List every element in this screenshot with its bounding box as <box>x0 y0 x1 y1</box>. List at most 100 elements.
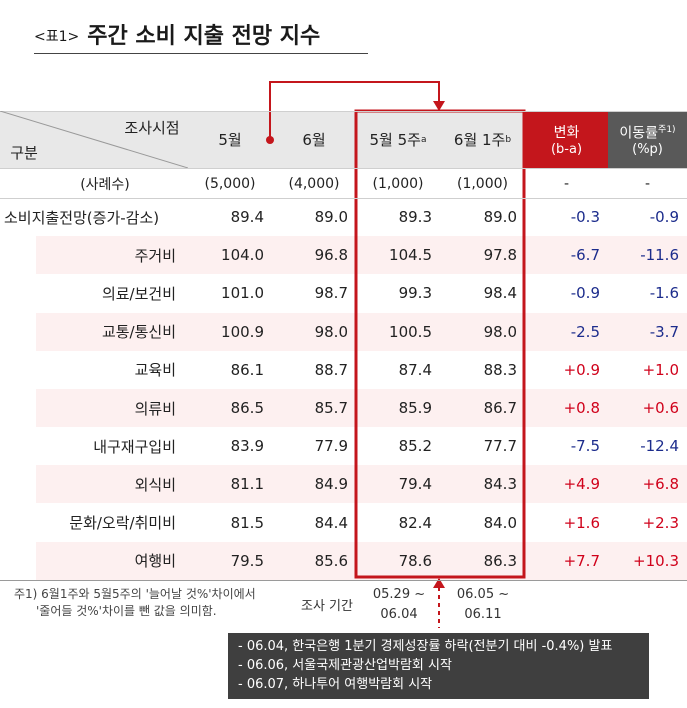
corner-category: 구분 <box>10 143 38 162</box>
row-divider <box>0 168 687 169</box>
value-cell: 79.5 <box>230 551 264 570</box>
row-label: 소비지출전망(증가-감소) <box>4 208 160 227</box>
table-title-text: 주간 소비 지출 전망 지수 <box>87 24 321 49</box>
value-cell: 84.9 <box>314 475 348 494</box>
value-cell: 97.8 <box>483 246 517 265</box>
col-header-moving-rate: 이동률주1) (%p) <box>608 111 687 168</box>
value-cell: 96.8 <box>314 246 348 265</box>
row-divider <box>0 111 687 112</box>
value-cell: 104.0 <box>221 246 264 265</box>
value-cell: 89.0 <box>314 208 348 227</box>
moving-rate-cell: -0.9 <box>649 208 679 227</box>
value-cell: 89.4 <box>230 208 264 227</box>
value-cell: 85.9 <box>398 399 432 418</box>
corner-diagonal <box>0 111 188 168</box>
value-cell: 85.6 <box>314 551 348 570</box>
value-cell: 86.7 <box>483 399 517 418</box>
value-cell: 77.9 <box>314 437 348 456</box>
row-label: 교육비 <box>134 361 176 380</box>
value-cell: 86.1 <box>230 360 264 379</box>
value-cell: 101.0 <box>221 284 264 303</box>
row-label: 외식비 <box>134 475 176 494</box>
change-cell: -2.5 <box>570 322 600 341</box>
connector-arrowhead <box>433 101 445 111</box>
value-cell: 79.4 <box>398 475 432 494</box>
event-item: - 06.04, 한국은행 1분기 경제성장률 하락(전분기 대비 -0.4%)… <box>238 639 613 654</box>
event-item: - 06.07, 하나투어 여행박람회 시작 <box>238 677 433 692</box>
value-cell: 98.4 <box>483 284 517 303</box>
sample-cell: (5,000) <box>204 176 256 192</box>
value-cell: 77.7 <box>483 437 517 456</box>
survey-period-label: 조사 기간 <box>301 599 353 614</box>
value-cell: 89.0 <box>483 208 517 227</box>
row-label: 여행비 <box>134 552 176 571</box>
value-cell: 84.4 <box>314 513 348 532</box>
value-cell: 88.3 <box>483 360 517 379</box>
value-cell: 89.3 <box>398 208 432 227</box>
row-label: 의료/보건비 <box>101 284 176 303</box>
survey-period-week-b: 06.05 ~ 06.11 <box>456 587 510 622</box>
table-title: <표1> 주간 소비 지출 전망 지수 <box>34 18 320 50</box>
change-cell: -6.7 <box>570 246 600 265</box>
value-cell: 82.4 <box>398 513 432 532</box>
moving-rate-cell: +0.6 <box>642 399 679 418</box>
sample-row-label: (사례수) <box>80 177 130 193</box>
moving-rate-cell: +1.0 <box>642 360 679 379</box>
moving-rate-cell: +6.8 <box>642 475 679 494</box>
value-cell: 104.5 <box>389 246 432 265</box>
change-cell: +0.9 <box>563 360 600 379</box>
row-label: 문화/오락/취미비 <box>69 514 176 533</box>
moving-rate-cell: -3.7 <box>649 322 679 341</box>
row-label: 내구재구입비 <box>93 437 176 456</box>
value-cell: 98.0 <box>483 322 517 341</box>
moving-rate-cell: +2.3 <box>642 513 679 532</box>
value-cell: 84.0 <box>483 513 517 532</box>
moving-rate-cell: +10.3 <box>633 551 679 570</box>
sample-cell: (1,000) <box>372 176 424 192</box>
title-underline <box>34 53 368 54</box>
sample-cell: (4,000) <box>288 176 340 192</box>
col-header-june-week1: 6월 1주 b <box>453 131 512 149</box>
row-label: 주거비 <box>134 246 176 265</box>
events-box: - 06.04, 한국은행 1분기 경제성장률 하락(전분기 대비 -0.4%)… <box>228 633 649 699</box>
value-cell: 86.5 <box>230 399 264 418</box>
sample-cell: - <box>563 176 570 192</box>
value-cell: 98.7 <box>314 284 348 303</box>
corner-survey-point: 조사시점 <box>124 118 180 137</box>
change-cell: -7.5 <box>570 437 600 456</box>
change-cell: -0.9 <box>570 284 600 303</box>
col-header-may-week5: 5월 5주 a <box>369 131 427 149</box>
value-cell: 83.9 <box>230 437 264 456</box>
change-cell: -0.3 <box>570 208 600 227</box>
moving-rate-cell: -12.4 <box>640 437 679 456</box>
sample-cell: (1,000) <box>456 176 508 192</box>
value-cell: 85.2 <box>398 437 432 456</box>
value-cell: 85.7 <box>314 399 348 418</box>
row-label: 교통/통신비 <box>101 323 176 342</box>
value-cell: 98.0 <box>314 322 348 341</box>
value-cell: 87.4 <box>398 360 432 379</box>
col-header-june: 6월 <box>302 131 326 149</box>
value-cell: 100.5 <box>389 322 432 341</box>
row-divider <box>0 198 687 199</box>
value-cell: 78.6 <box>398 551 432 570</box>
sample-cell: - <box>644 176 651 192</box>
col-header-may: 5월 <box>218 131 242 149</box>
value-cell: 100.9 <box>221 322 264 341</box>
value-cell: 81.1 <box>230 475 264 494</box>
row-label: 의류비 <box>134 399 176 418</box>
event-item: - 06.06, 서울국제관광산업박람회 시작 <box>238 658 452 673</box>
change-cell: +4.9 <box>563 475 600 494</box>
moving-rate-cell: -11.6 <box>640 246 679 265</box>
col-header-change: 변화 (b-a) <box>525 111 608 168</box>
change-cell: +7.7 <box>563 551 600 570</box>
value-cell: 99.3 <box>398 284 432 303</box>
change-cell: +0.8 <box>563 399 600 418</box>
change-cell: +1.6 <box>563 513 600 532</box>
value-cell: 86.3 <box>483 551 517 570</box>
footnote: 주1) 6월1주와 5월5주의 '늘어날 것%'차이에서 '줄어들 것%'차이를… <box>14 587 256 618</box>
survey-period-week-a: 05.29 ~ 06.04 <box>372 587 426 622</box>
moving-rate-cell: -1.6 <box>649 284 679 303</box>
value-cell: 88.7 <box>314 360 348 379</box>
value-cell: 84.3 <box>483 475 517 494</box>
